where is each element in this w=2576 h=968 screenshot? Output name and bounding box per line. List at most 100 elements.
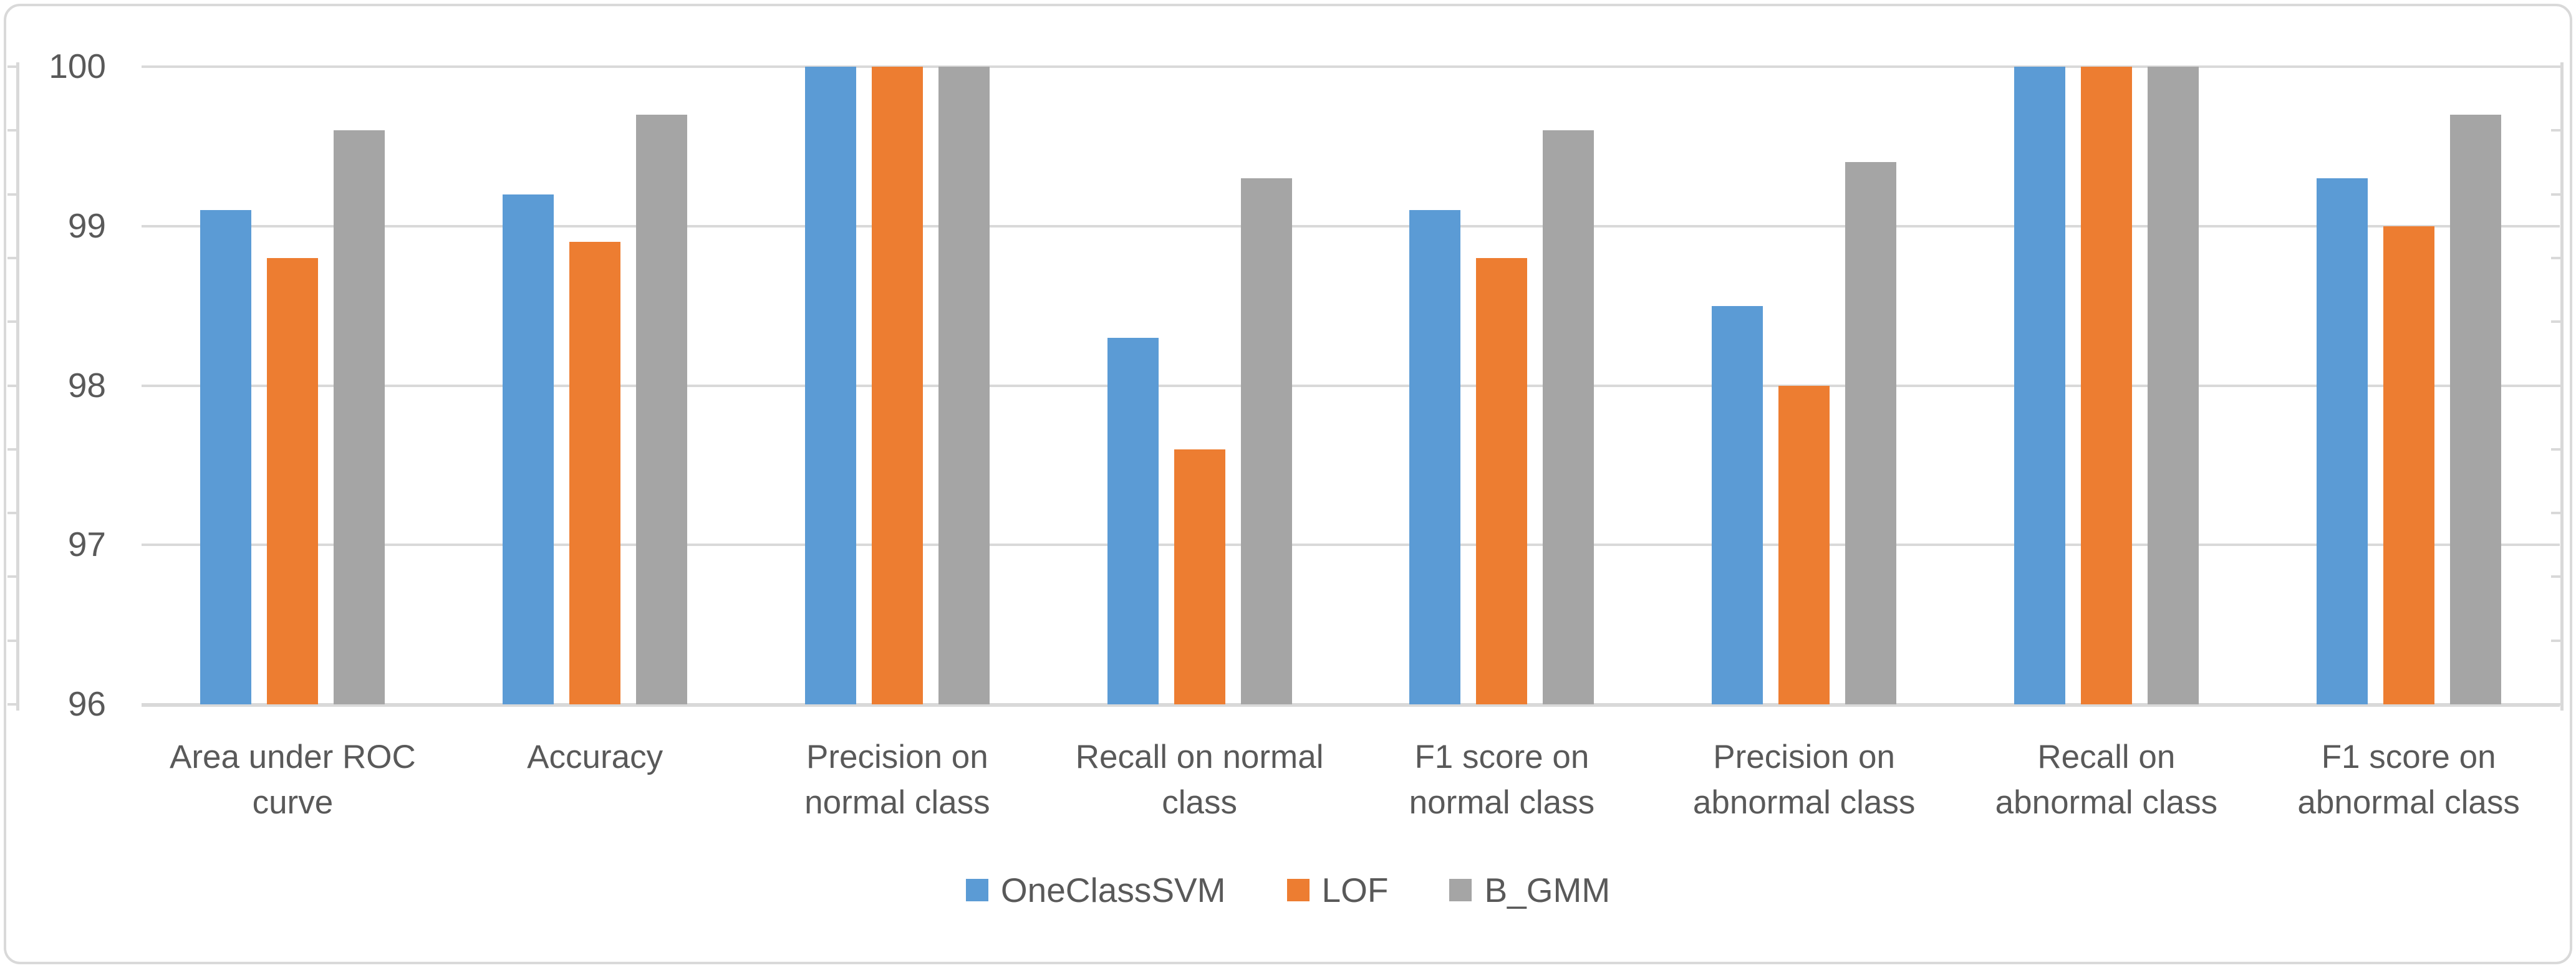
x-category-label-line: curve [252,784,334,821]
gridline-100 [142,65,2560,68]
x-category-label-3: Precision on normal class [746,734,1049,825]
x-category-label-1: Area under ROC curve [142,734,444,825]
x-category-label-5: F1 score on normal class [1351,734,1653,825]
legend-swatch-B_GMM [1449,879,1472,901]
y-axis-line-left [16,62,19,711]
bar-OneClassSVM-f1-score-on-normal-class [1409,210,1461,704]
bar-B_GMM-precision-on-normal-class [938,67,990,704]
x-axis-line [142,704,2560,707]
x-category-label-line: Recall on [2037,739,2176,775]
minor-tick-right [2551,448,2560,451]
bar-LOF-precision-on-abnormal-class [1778,385,1830,704]
bar-B_GMM-recall-on-normal-class [1240,178,1292,704]
bar-OneClassSVM-f1-score-on-abnormal-class [2316,178,2368,704]
bar-B_GMM-area-under-roc-curve [334,130,385,704]
bar-group-4 [1048,67,1351,704]
legend-item-LOF: LOF [1286,871,1389,909]
bar-group-8 [2257,67,2560,704]
x-category-label-line: abnormal class [1995,784,2218,821]
x-category-label-line: F1 score on [2321,739,2496,775]
y-tick-label-99: 99 [67,206,106,245]
y-tick-label-100: 100 [49,47,106,85]
minor-tick-left [7,256,17,259]
legend-label-OneClassSVM: OneClassSVM [1000,871,1226,909]
legend: OneClassSVM LOF B_GMM [0,871,2576,909]
x-category-label-line: Precision on [1713,739,1895,775]
minor-tick-right [2551,129,2560,132]
category-axis-labels: Area under ROC curve Accuracy Precision on n… [142,734,2560,825]
plot-area [142,65,2560,706]
gridline-99 [142,224,2560,228]
x-category-label-line: class [1162,784,1237,821]
minor-tick-left [7,639,17,642]
bar-group-1 [142,67,444,704]
minor-tick-right [2551,193,2560,196]
bar-group-2 [444,67,746,704]
bar-OneClassSVM-area-under-roc-curve [200,210,252,704]
legend-swatch-LOF [1286,879,1310,901]
minor-tick-right [2551,575,2560,578]
x-category-label-line: Area under ROC [170,739,416,775]
x-category-label-line: abnormal class [1692,784,1916,821]
bar-OneClassSVM-precision-on-abnormal-class [1712,305,1763,704]
bar-LOF-f1-score-on-normal-class [1476,257,1528,704]
minor-tick-right [2551,639,2560,642]
minor-tick-left [7,129,17,132]
bar-LOF-recall-on-normal-class [1174,449,1225,704]
legend-item-B_GMM: B_GMM [1449,871,1610,909]
bar-B_GMM-precision-on-abnormal-class [1845,162,1897,704]
x-category-label-2: Accuracy [444,734,746,825]
legend-item-OneClassSVM: OneClassSVM [965,871,1226,909]
legend-label-B_GMM: B_GMM [1484,871,1611,909]
x-category-label-7: Recall on abnormal class [1956,734,2258,825]
x-category-label-line: Precision on [806,739,988,775]
y-tick-label-96: 96 [67,684,106,723]
x-category-label-6: Precision on abnormal class [1653,734,1956,825]
minor-tick-right [2551,256,2560,259]
bar-OneClassSVM-accuracy [503,194,554,704]
x-category-label-line: Accuracy [527,739,663,775]
minor-tick-left [7,703,17,706]
bar-group-5 [1351,67,1653,704]
minor-tick-left [7,65,17,68]
legend-swatch-OneClassSVM [965,879,988,901]
y-axis-line-right [2560,62,2564,711]
bar-LOF-precision-on-normal-class [871,67,923,704]
bar-B_GMM-accuracy [636,114,688,704]
minor-tick-left [7,575,17,578]
bar-group-3 [746,67,1049,704]
gridline-98 [142,384,2560,387]
gridline-97 [142,544,2560,547]
x-category-label-4: Recall on normal class [1048,734,1351,825]
bar-OneClassSVM-recall-on-abnormal-class [2014,67,2065,704]
bar-OneClassSVM-precision-on-normal-class [804,67,856,704]
y-tick-label-98: 98 [67,365,106,405]
bar-LOF-f1-score-on-abnormal-class [2383,226,2434,704]
x-category-label-8: F1 score on abnormal class [2257,734,2560,825]
minor-tick-right [2551,512,2560,515]
bar-B_GMM-f1-score-on-abnormal-class [2449,114,2501,704]
minor-tick-left [7,384,17,387]
minor-tick-right [2551,320,2560,323]
x-category-label-line: Recall on normal [1075,739,1324,775]
minor-tick-left [7,193,17,196]
x-category-label-line: normal class [804,784,990,821]
bar-OneClassSVM-recall-on-normal-class [1107,337,1159,704]
x-category-label-line: normal class [1409,784,1595,821]
minor-tick-left [7,448,17,451]
x-category-label-line: F1 score on [1414,739,1589,775]
bar-LOF-recall-on-abnormal-class [2080,67,2132,704]
minor-tick-left [7,320,17,323]
bar-B_GMM-f1-score-on-normal-class [1543,130,1594,704]
bar-groups [142,67,2560,704]
bar-B_GMM-recall-on-abnormal-class [2147,67,2199,704]
bar-group-7 [1956,67,2258,704]
bar-LOF-area-under-roc-curve [267,257,319,704]
minor-tick-left [7,512,17,515]
legend-label-LOF: LOF [1321,871,1389,909]
bar-group-6 [1653,67,1956,704]
x-category-label-line: abnormal class [2297,784,2520,821]
bar-LOF-accuracy [569,242,621,704]
y-tick-label-97: 97 [67,525,106,564]
